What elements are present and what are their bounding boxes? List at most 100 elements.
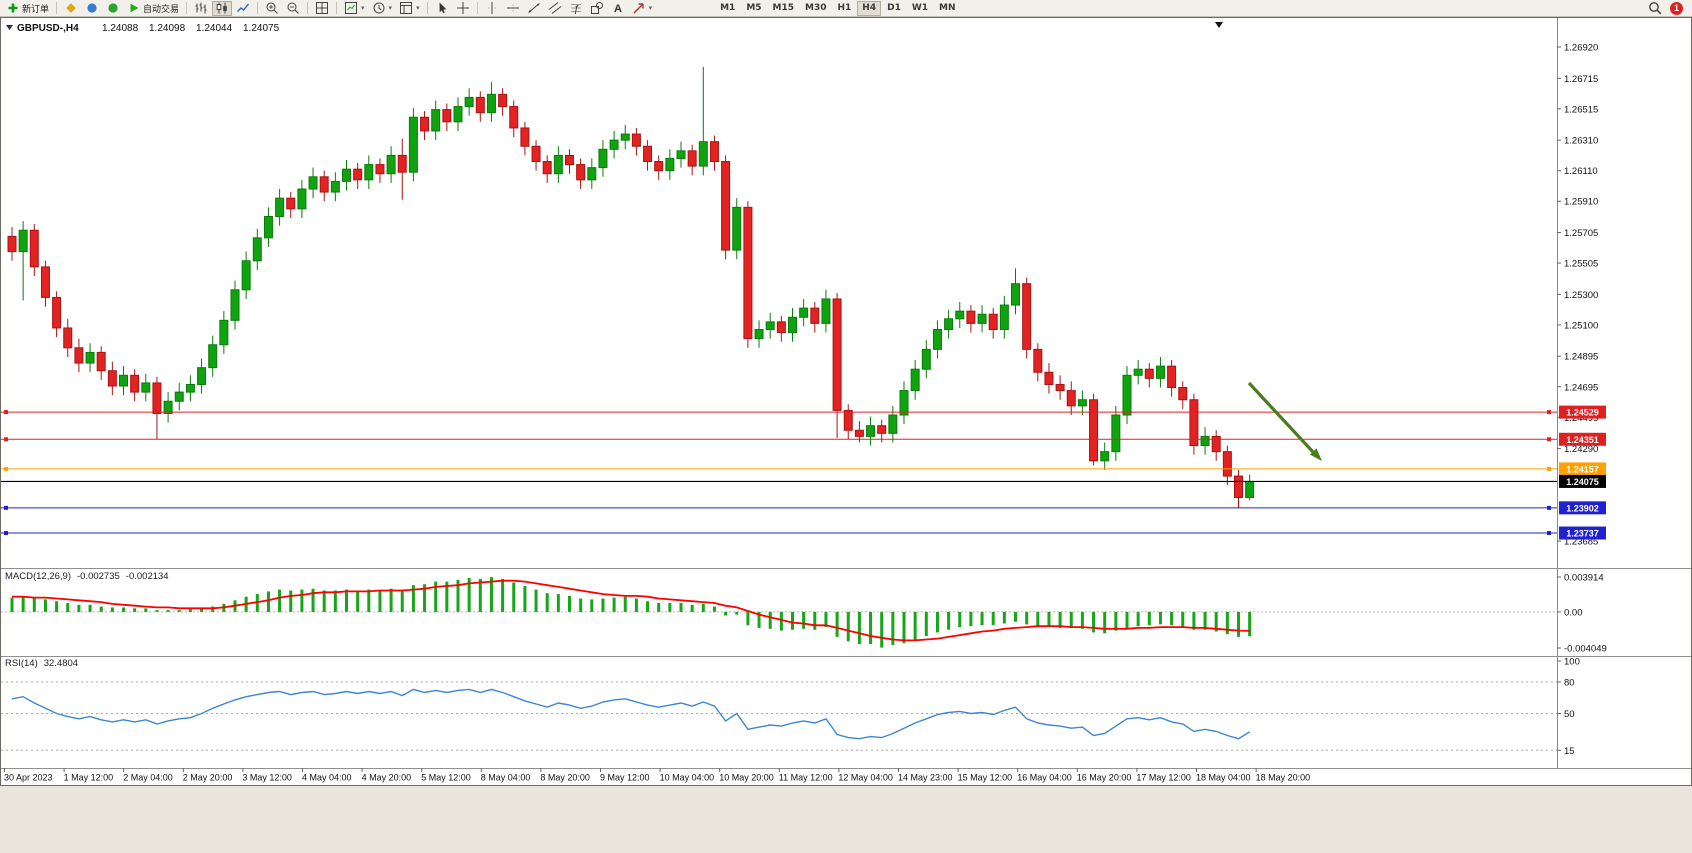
price-tag xyxy=(1559,432,1606,446)
arrows-button[interactable]: ▾ xyxy=(629,1,656,16)
tf-h1-button[interactable]: H1 xyxy=(833,1,857,16)
shapes-button[interactable] xyxy=(587,1,607,16)
price-axis-label: 1.26310 xyxy=(1564,136,1598,147)
candle xyxy=(230,289,240,321)
candle xyxy=(364,164,374,181)
toolbar-separator xyxy=(336,2,338,14)
vline-icon xyxy=(485,1,499,15)
trendline-button[interactable] xyxy=(524,1,544,16)
svg-text:ƒ: ƒ xyxy=(573,4,579,15)
cursor-button[interactable] xyxy=(432,1,452,16)
vertical-line-button[interactable] xyxy=(482,1,502,16)
hline-anchor xyxy=(4,466,8,471)
metaeditor-button[interactable] xyxy=(61,1,81,16)
channel-button[interactable] xyxy=(545,1,565,16)
community-button[interactable] xyxy=(82,1,102,16)
tile-windows-button[interactable] xyxy=(312,1,332,16)
time-axis-label: 15 May 12:00 xyxy=(958,773,1013,783)
bar-chart-button[interactable] xyxy=(191,1,211,16)
new-order-button[interactable]: 新订单 xyxy=(3,1,52,16)
new-chart-icon xyxy=(344,1,358,15)
tf-m30-button[interactable]: M30 xyxy=(800,1,831,16)
hline-anchor xyxy=(4,437,8,442)
candle xyxy=(275,197,285,217)
candle xyxy=(119,374,128,387)
crosshair-button[interactable] xyxy=(453,1,473,16)
price-tags-layer: 1.24529 1.24351 1.24157 1.24075 1.23902 1.237… xyxy=(1559,405,1606,540)
candle xyxy=(565,154,574,166)
time-axis-label: 18 May 04:00 xyxy=(1196,773,1251,783)
candle xyxy=(1077,399,1087,407)
candle xyxy=(1055,383,1065,392)
tf-m1-button[interactable]: M1 xyxy=(715,1,740,16)
panel-separators[interactable] xyxy=(1,568,1691,769)
price-tag-label: 1.24529 xyxy=(1566,408,1599,418)
tf-m5-button[interactable]: M5 xyxy=(741,1,766,16)
text-button[interactable]: A xyxy=(608,1,628,16)
annotations-layer[interactable] xyxy=(1215,22,1322,461)
candlestick-chart-button[interactable] xyxy=(212,0,233,16)
chart-canvas[interactable]: 1.26920 1.26715 1.26515 1.26310 1.26110 1.259… xyxy=(0,17,1692,789)
candle xyxy=(319,176,329,193)
tf-mn-button[interactable]: MN xyxy=(934,1,961,16)
candle xyxy=(1011,283,1020,306)
time-axis-label: 10 May 04:00 xyxy=(660,773,715,783)
candle xyxy=(1245,480,1255,498)
price-tag-label: 1.24157 xyxy=(1566,464,1599,474)
macd-label: MACD(12,26,9) -0.002735 -0.002134 xyxy=(5,571,169,582)
new-chart-button[interactable]: ▾ xyxy=(341,1,368,16)
tf-w1-button-label: W1 xyxy=(911,3,929,13)
hline-anchor xyxy=(1547,410,1551,415)
hline-icon xyxy=(506,1,520,15)
time-axis-label: 2 May 20:00 xyxy=(183,773,233,783)
candle xyxy=(788,316,797,334)
toolbar-separator xyxy=(186,2,188,14)
metaedit-icon xyxy=(64,1,78,15)
zoom-in-icon xyxy=(265,1,279,15)
time-axis-label: 5 May 12:00 xyxy=(421,773,471,783)
horizontal-line-button[interactable] xyxy=(503,1,523,16)
macd-signal-line xyxy=(12,579,1250,642)
candle xyxy=(520,127,530,147)
texttool-icon: A xyxy=(611,1,625,15)
candle xyxy=(330,180,340,193)
candle xyxy=(96,351,106,372)
dropdown-arrow-icon: ▾ xyxy=(648,4,653,12)
templates-button[interactable]: ▾ xyxy=(396,1,423,16)
line-chart-button[interactable] xyxy=(233,1,253,16)
tf-w1-button[interactable]: W1 xyxy=(907,1,933,16)
price-tag xyxy=(1559,501,1606,515)
horizontal-lines-layer[interactable] xyxy=(1,410,1557,536)
candle xyxy=(620,133,630,141)
tf-h4-button[interactable]: H4 xyxy=(857,0,882,16)
tf-d1-button[interactable]: D1 xyxy=(882,1,906,16)
rsi-label: RSI(14) 32.4804 xyxy=(5,658,78,669)
candle xyxy=(174,391,184,402)
fibonacci-button[interactable]: ƒ xyxy=(566,1,586,16)
notification-badge[interactable]: 1 xyxy=(1670,1,1683,15)
candle xyxy=(141,382,151,393)
search-button[interactable] xyxy=(1645,1,1665,16)
signals-button[interactable] xyxy=(103,1,123,16)
price-tag xyxy=(1559,405,1606,419)
candle xyxy=(1100,451,1110,462)
candle xyxy=(464,96,474,108)
trend-arrow-annotation[interactable] xyxy=(1247,381,1315,454)
candle xyxy=(297,188,307,210)
periods-button[interactable]: ▾ xyxy=(369,1,396,16)
price-axis-label: 1.23685 xyxy=(1564,536,1598,547)
candle xyxy=(386,154,396,175)
candle xyxy=(1234,475,1243,498)
templates-icon xyxy=(399,1,413,15)
time-axis-label: 9 May 12:00 xyxy=(600,773,650,783)
time-axis: 30 Apr 2023 1 May 12:00 2 May 04:00 2 May 2… xyxy=(4,768,1310,783)
collapse-icon[interactable] xyxy=(6,25,13,30)
candle xyxy=(888,414,898,434)
candle xyxy=(776,321,786,334)
zoom-in-button[interactable] xyxy=(262,1,282,16)
autotrading-button[interactable]: 自动交易 xyxy=(124,1,182,16)
tf-m15-button[interactable]: M15 xyxy=(768,1,799,16)
zoom-out-button[interactable] xyxy=(283,1,303,16)
price-tag xyxy=(1559,526,1606,540)
candle xyxy=(1200,435,1210,447)
